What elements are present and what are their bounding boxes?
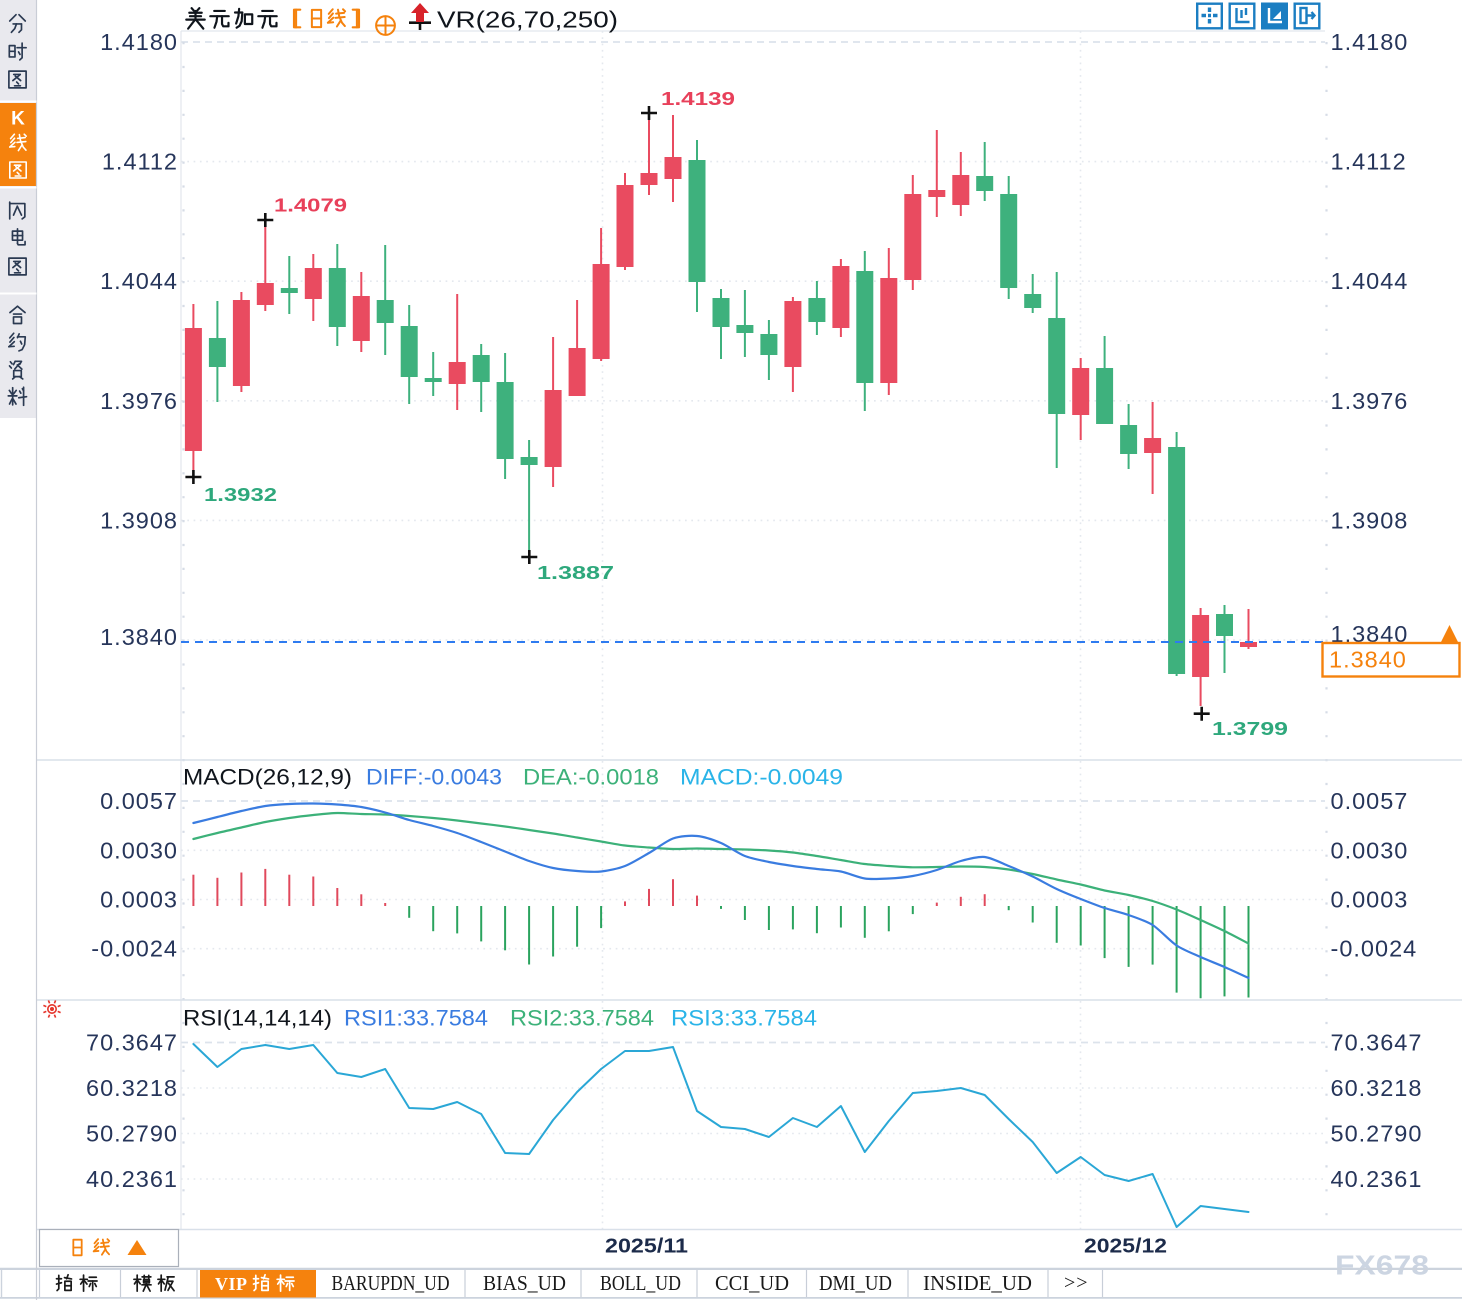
svg-text:K: K — [11, 109, 25, 130]
svg-text:40.2361: 40.2361 — [86, 1166, 178, 1192]
svg-text:70.3647: 70.3647 — [86, 1030, 178, 1056]
svg-text:>>: >> — [1064, 1272, 1089, 1294]
svg-text:2025/11: 2025/11 — [605, 1235, 688, 1258]
svg-text:-0.0024: -0.0024 — [91, 936, 178, 962]
svg-text:0.0003: 0.0003 — [100, 887, 178, 913]
svg-text:-0.0024: -0.0024 — [1331, 936, 1418, 962]
svg-text:1.4044: 1.4044 — [100, 268, 178, 294]
svg-text:RSI3:33.7584: RSI3:33.7584 — [671, 1006, 817, 1031]
svg-text:MACD(26,12,9): MACD(26,12,9) — [183, 765, 352, 790]
svg-text:50.2790: 50.2790 — [86, 1121, 178, 1147]
svg-text:0.0057: 0.0057 — [1331, 788, 1409, 814]
svg-text:1.4112: 1.4112 — [1331, 149, 1407, 175]
svg-text:1.3908: 1.3908 — [1331, 507, 1409, 533]
svg-text:1.3887: 1.3887 — [537, 563, 614, 583]
svg-text:1.4180: 1.4180 — [100, 29, 178, 55]
svg-text:1.4044: 1.4044 — [1331, 268, 1409, 294]
svg-text:RSI2:33.7584: RSI2:33.7584 — [510, 1006, 654, 1031]
svg-text:0.0030: 0.0030 — [100, 837, 178, 863]
svg-text:DEA:-0.0018: DEA:-0.0018 — [523, 765, 659, 790]
svg-text:1.3976: 1.3976 — [100, 388, 178, 414]
svg-text:1.3840: 1.3840 — [100, 624, 178, 650]
svg-text:0.0057: 0.0057 — [100, 788, 178, 814]
svg-text:MACD:-0.0049: MACD:-0.0049 — [680, 765, 843, 790]
svg-text:60.3218: 60.3218 — [86, 1075, 178, 1101]
svg-text:1.4079: 1.4079 — [274, 196, 347, 216]
svg-text:1.3932: 1.3932 — [204, 485, 277, 505]
svg-text:1.3908: 1.3908 — [100, 507, 178, 533]
svg-text:1.4139: 1.4139 — [661, 89, 735, 109]
svg-text:1.4112: 1.4112 — [102, 149, 178, 175]
svg-text:1.3799: 1.3799 — [1212, 719, 1288, 739]
svg-text:60.3218: 60.3218 — [1331, 1075, 1423, 1101]
svg-text:INSIDE_UD: INSIDE_UD — [923, 1271, 1032, 1295]
svg-text:BARUPDN_UD: BARUPDN_UD — [332, 1271, 450, 1295]
svg-text:DIFF:-0.0043: DIFF:-0.0043 — [366, 765, 502, 790]
svg-text:70.3647: 70.3647 — [1331, 1030, 1423, 1056]
svg-text:40.2361: 40.2361 — [1331, 1166, 1423, 1192]
svg-text:BOLL_UD: BOLL_UD — [600, 1271, 681, 1295]
svg-text:1.3840: 1.3840 — [1329, 647, 1407, 673]
svg-text:VIP: VIP — [215, 1274, 248, 1294]
svg-text:0.0030: 0.0030 — [1331, 837, 1409, 863]
svg-text:BIAS_UD: BIAS_UD — [483, 1271, 566, 1295]
svg-text:RSI1:33.7584: RSI1:33.7584 — [344, 1006, 488, 1031]
svg-text:50.2790: 50.2790 — [1331, 1121, 1423, 1147]
svg-text:1.4180: 1.4180 — [1331, 29, 1409, 55]
svg-text:CCI_UD: CCI_UD — [715, 1271, 789, 1295]
svg-text:1.3976: 1.3976 — [1331, 388, 1409, 414]
svg-text:2025/12: 2025/12 — [1084, 1235, 1167, 1258]
svg-text:DMI_UD: DMI_UD — [819, 1271, 892, 1295]
svg-text:FX678: FX678 — [1335, 1250, 1429, 1281]
svg-text:0.0003: 0.0003 — [1331, 887, 1409, 913]
svg-text:VR(26,70,250): VR(26,70,250) — [437, 7, 618, 33]
svg-text:RSI(14,14,14): RSI(14,14,14) — [183, 1006, 332, 1031]
